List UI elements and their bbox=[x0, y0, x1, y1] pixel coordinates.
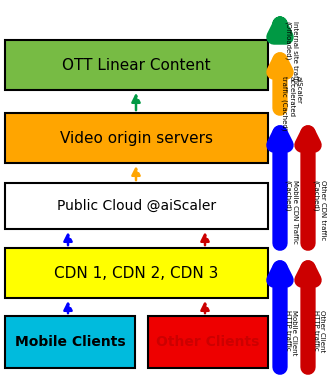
FancyBboxPatch shape bbox=[5, 316, 135, 368]
Text: Public Cloud @aiScaler: Public Cloud @aiScaler bbox=[57, 199, 216, 213]
FancyBboxPatch shape bbox=[5, 40, 268, 90]
FancyBboxPatch shape bbox=[5, 248, 268, 298]
Text: aiScaler
accelerated
traffic (Cached): aiScaler accelerated traffic (Cached) bbox=[281, 76, 301, 130]
Text: Video origin servers: Video origin servers bbox=[60, 130, 213, 146]
Text: CDN 1, CDN 2, CDN 3: CDN 1, CDN 2, CDN 3 bbox=[54, 266, 219, 280]
Text: OTT Linear Content: OTT Linear Content bbox=[62, 57, 211, 73]
FancyBboxPatch shape bbox=[148, 316, 268, 368]
Text: Mobile CDN Traffic
(Cached): Mobile CDN Traffic (Cached) bbox=[284, 180, 298, 244]
FancyBboxPatch shape bbox=[5, 113, 268, 163]
Text: Other Client
HTTP traffic: Other Client HTTP traffic bbox=[313, 310, 325, 352]
FancyBboxPatch shape bbox=[5, 183, 268, 229]
Text: Mobile Clients: Mobile Clients bbox=[15, 335, 125, 349]
Text: Internal site traffic
(Offloaded): Internal site traffic (Offloaded) bbox=[284, 21, 298, 86]
Text: Other CDN traffic
(Cached): Other CDN traffic (Cached) bbox=[312, 180, 326, 240]
Text: Mobile Client
HTTP traffic: Mobile Client HTTP traffic bbox=[284, 310, 297, 355]
Text: Other Clients: Other Clients bbox=[156, 335, 260, 349]
